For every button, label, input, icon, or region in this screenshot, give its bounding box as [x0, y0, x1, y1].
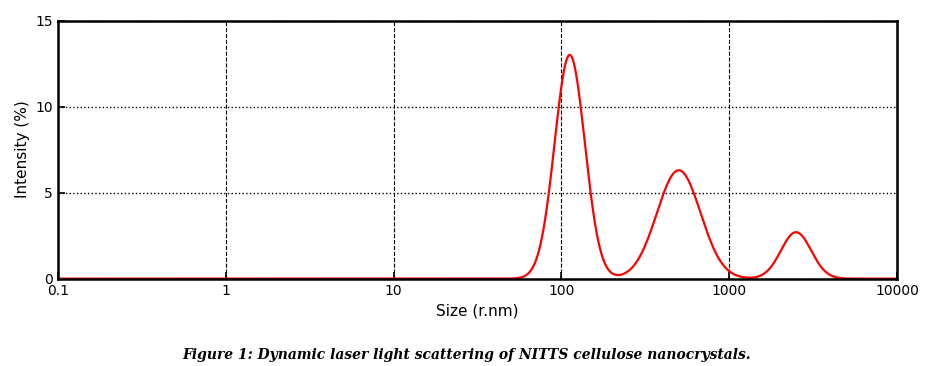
Y-axis label: Intensity (%): Intensity (%) [15, 101, 30, 198]
Text: Figure 1: Dynamic laser light scattering of NITTS cellulose nanocrystals.: Figure 1: Dynamic laser light scattering… [183, 348, 751, 362]
X-axis label: Size (r.nm): Size (r.nm) [436, 303, 518, 318]
